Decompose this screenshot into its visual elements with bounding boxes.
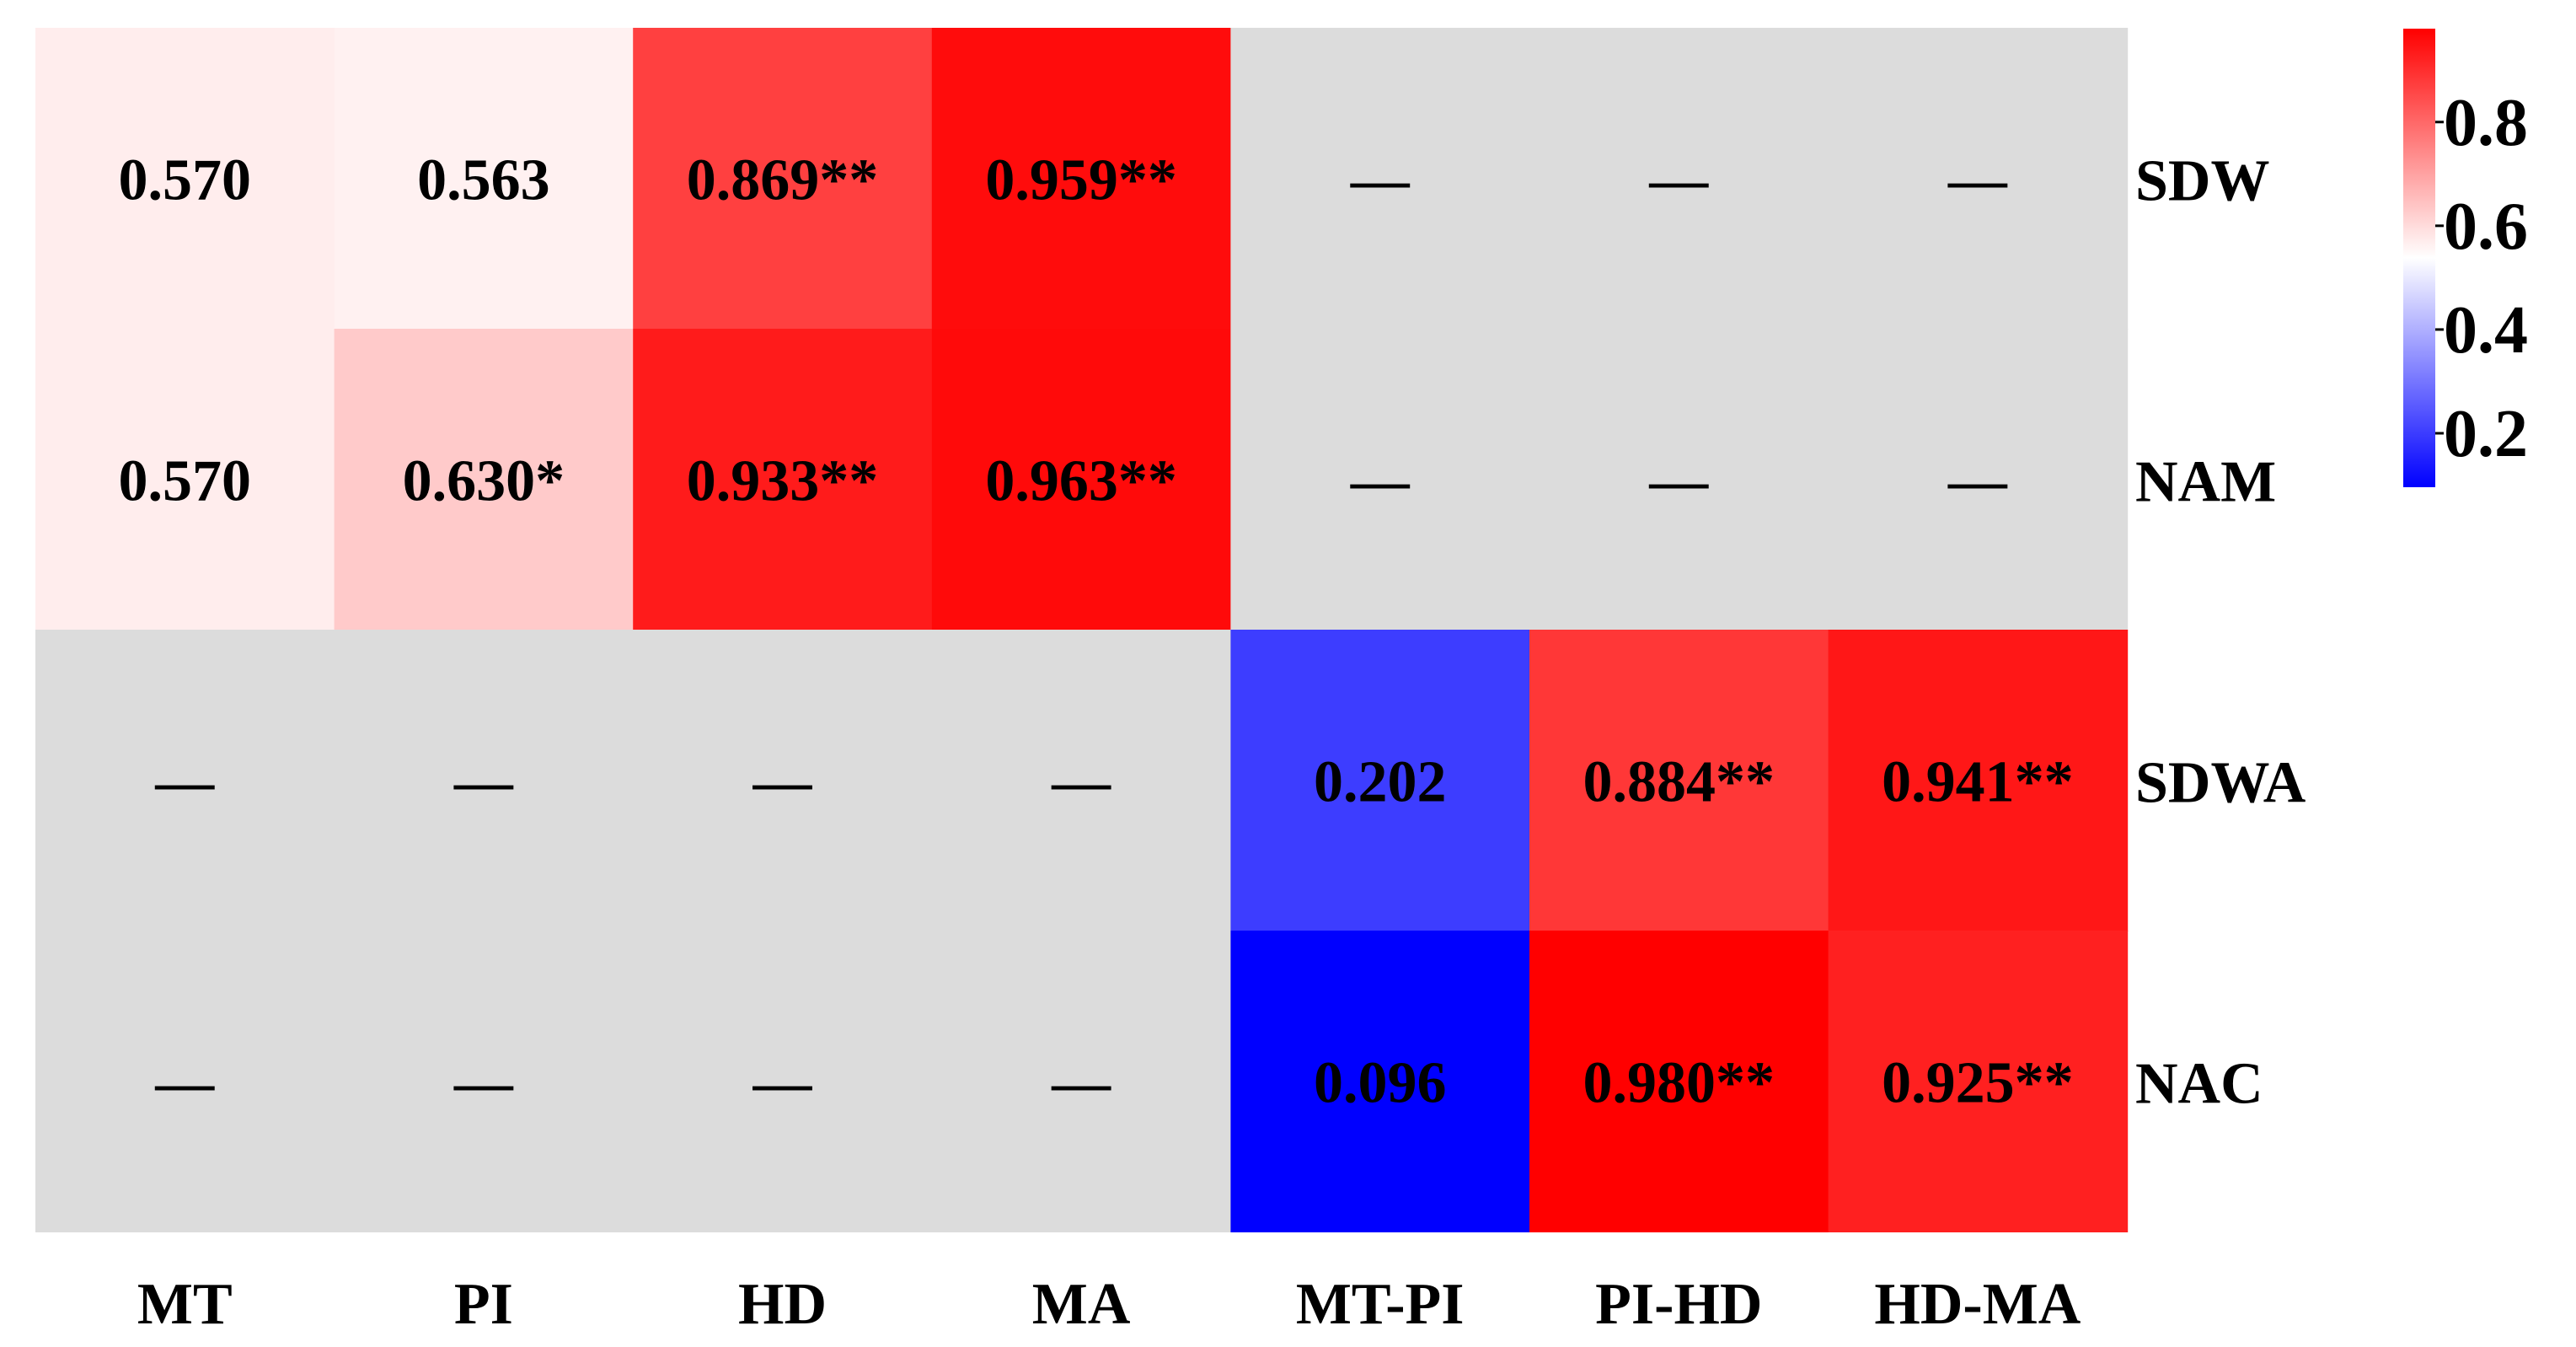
heatmap-cell bbox=[633, 630, 933, 931]
heatmap-cell bbox=[35, 28, 335, 330]
heatmap-cells bbox=[35, 28, 2129, 1232]
heatmap-cell bbox=[931, 329, 1232, 631]
heatmap-cell bbox=[1828, 630, 2129, 931]
cell-label: — bbox=[1051, 1051, 1111, 1116]
cell-label: — bbox=[1350, 449, 1411, 514]
cell-label: 0.202 bbox=[1314, 750, 1447, 815]
cell-label: — bbox=[1648, 148, 1709, 213]
cell-label: 0.570 bbox=[119, 148, 252, 213]
colorbar-tick-label: 0.8 bbox=[2444, 86, 2528, 160]
cell-label: — bbox=[1947, 148, 2008, 213]
heatmap-cell bbox=[1529, 28, 1829, 330]
heatmap-cell bbox=[334, 630, 635, 931]
cell-label: 0.941** bbox=[1882, 750, 2074, 815]
heatmap-cell bbox=[35, 329, 335, 631]
cell-label: 0.933** bbox=[687, 449, 879, 514]
cell-label: 0.980** bbox=[1583, 1051, 1775, 1116]
cell-label: 0.630* bbox=[403, 449, 565, 514]
heatmap-cell bbox=[633, 931, 933, 1232]
row-label: SDWA bbox=[2135, 751, 2306, 816]
heatmap-cell bbox=[334, 329, 635, 631]
cell-label: — bbox=[453, 750, 514, 815]
heatmap-cell bbox=[334, 28, 635, 330]
cell-label: 0.869** bbox=[687, 148, 879, 213]
column-label: MA bbox=[1032, 1272, 1131, 1337]
column-label: PI bbox=[454, 1272, 513, 1337]
cell-label: 0.925** bbox=[1882, 1051, 2074, 1116]
colorbar-ticks: 0.8 0.6 0.4 0.2 bbox=[2435, 86, 2528, 471]
colorbar-tick-label: 0.6 bbox=[2444, 190, 2528, 264]
heatmap-cell bbox=[1828, 931, 2129, 1232]
heatmap-cell bbox=[334, 931, 635, 1232]
heatmap-cell-labels: 0.570 0.563 0.869** 0.959** — — — 0.570 0.630* 0.… bbox=[119, 148, 2074, 1116]
heatmap-cell bbox=[1529, 630, 1829, 931]
cell-label: — bbox=[154, 750, 215, 815]
cell-label: 0.959** bbox=[985, 148, 1177, 213]
cell-label: — bbox=[1350, 148, 1411, 213]
heatmap-cell bbox=[633, 28, 933, 330]
cell-label: — bbox=[1051, 750, 1111, 815]
column-label: PI-HD bbox=[1595, 1272, 1762, 1337]
heatmap-cell bbox=[1529, 329, 1829, 631]
column-label: HD bbox=[738, 1272, 827, 1337]
column-labels: MT PI HD MA MT-PI PI-HD HD-MA bbox=[137, 1272, 2081, 1337]
heatmap-cell bbox=[931, 28, 1232, 330]
heatmap-cell bbox=[35, 630, 335, 931]
cell-label: 0.963** bbox=[985, 449, 1177, 514]
heatmap-cell bbox=[931, 630, 1232, 931]
colorbar-gradient bbox=[2403, 29, 2435, 487]
cell-label: — bbox=[1648, 449, 1709, 514]
row-label: NAM bbox=[2135, 450, 2276, 515]
cell-label: — bbox=[154, 1051, 215, 1116]
colorbar-tick-label: 0.4 bbox=[2444, 293, 2528, 368]
cell-label: 0.563 bbox=[417, 148, 550, 213]
colorbar: 0.8 0.6 0.4 0.2 bbox=[2403, 29, 2528, 487]
column-label: HD-MA bbox=[1874, 1272, 2081, 1337]
cell-label: — bbox=[752, 1051, 813, 1116]
cell-label: 0.884** bbox=[1583, 750, 1775, 815]
row-labels: SDW NAM SDWA NAC bbox=[2135, 149, 2306, 1117]
colorbar-tick-label: 0.2 bbox=[2444, 397, 2528, 471]
column-label: MT-PI bbox=[1296, 1272, 1465, 1337]
heatmap-cell bbox=[35, 931, 335, 1232]
row-label: SDW bbox=[2135, 149, 2269, 214]
heatmap-cell bbox=[633, 329, 933, 631]
heatmap-cell bbox=[931, 931, 1232, 1232]
row-label: NAC bbox=[2135, 1052, 2263, 1117]
heatmap-cell bbox=[1230, 630, 1530, 931]
cell-label: 0.096 bbox=[1314, 1051, 1447, 1116]
heatmap-cell bbox=[1230, 329, 1530, 631]
cell-label: — bbox=[1947, 449, 2008, 514]
cell-label: 0.570 bbox=[119, 449, 252, 514]
heatmap-cell bbox=[1230, 28, 1530, 330]
cell-label: — bbox=[752, 750, 813, 815]
column-label: MT bbox=[137, 1272, 233, 1337]
heatmap-cell bbox=[1230, 931, 1530, 1232]
heatmap-cell bbox=[1828, 28, 2129, 330]
heatmap-cell bbox=[1529, 931, 1829, 1232]
cell-label: — bbox=[453, 1051, 514, 1116]
heatmap-cell bbox=[1828, 329, 2129, 631]
